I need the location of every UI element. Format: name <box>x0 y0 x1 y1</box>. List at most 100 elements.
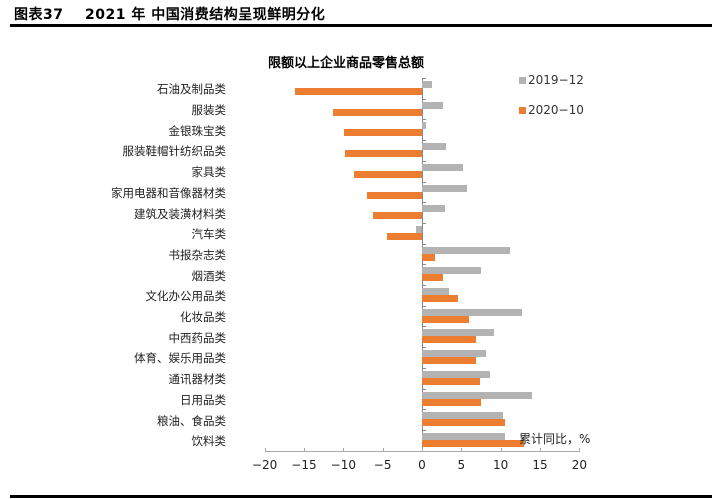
category-label: 化妆品类 <box>180 310 226 325</box>
x-tick <box>540 448 542 452</box>
x-tick <box>461 448 463 452</box>
bar-2020-10 <box>422 357 477 365</box>
x-tick <box>382 448 384 452</box>
bar-2020-10 <box>333 108 422 116</box>
bar-2019-12 <box>422 184 467 192</box>
category-label: 烟酒类 <box>191 268 227 283</box>
category-label: 建筑及装潢材料类 <box>134 206 226 221</box>
bar-2020-10 <box>422 253 436 261</box>
bar-2019-12 <box>415 225 422 233</box>
x-tick <box>303 448 305 452</box>
bar-2019-12 <box>422 246 511 254</box>
y-tick <box>422 367 426 369</box>
bar-2020-10 <box>353 170 422 178</box>
bar-2019-12 <box>422 288 449 295</box>
bar-2020-10 <box>295 88 422 95</box>
category-label: 中西药品类 <box>168 330 227 345</box>
bar-2020-10 <box>422 419 505 427</box>
y-tick <box>422 160 426 162</box>
category-label: 家用电器和音像器材类 <box>111 185 226 200</box>
x-tick-label: 10 <box>493 458 509 472</box>
category-label: 石油及制品类 <box>157 82 226 97</box>
bar-2019-12 <box>422 81 433 88</box>
bar-2019-12 <box>422 391 533 399</box>
bar-2019-12 <box>422 412 504 420</box>
bar-2020-10 <box>386 232 422 240</box>
bar-2020-10 <box>422 336 476 344</box>
bar-2019-12 <box>422 350 486 358</box>
bar-2019-12 <box>422 432 505 440</box>
y-tick <box>422 98 426 100</box>
x-tick-label: −20 <box>251 458 278 472</box>
x-tick-label: −15 <box>291 458 317 472</box>
y-tick <box>422 326 426 328</box>
bar-2020-10 <box>366 191 422 199</box>
x-tick <box>579 448 581 452</box>
y-tick <box>422 78 426 79</box>
bottom-rule <box>10 495 712 498</box>
bar-2020-10 <box>422 377 481 385</box>
category-label: 书报杂志类 <box>168 247 227 262</box>
y-tick <box>422 285 426 286</box>
y-tick <box>422 181 426 183</box>
bar-2019-12 <box>422 267 482 275</box>
category-label: 金银珠宝类 <box>168 123 227 138</box>
y-tick <box>422 243 426 245</box>
bar-2019-12 <box>422 308 522 316</box>
x-tick <box>422 448 423 452</box>
category-label: 服装鞋帽针纺织品类 <box>122 144 227 159</box>
y-tick <box>422 429 426 431</box>
legend-swatch-icon <box>519 76 526 84</box>
bar-2019-12 <box>422 205 445 213</box>
legend-swatch-icon <box>519 106 526 114</box>
bar-2019-12 <box>422 122 426 130</box>
chart-title: 限额以上企业商品零售总额 <box>268 56 425 71</box>
category-label: 饮料类 <box>191 434 227 449</box>
bar-2020-10 <box>422 274 444 282</box>
legend-item-2019: 2019−12 <box>519 73 584 87</box>
x-tick-label: 0 <box>418 458 426 472</box>
x-tick <box>264 448 266 452</box>
y-tick <box>422 119 426 121</box>
top-rule <box>10 24 712 27</box>
y-tick <box>422 388 426 390</box>
y-tick <box>422 305 426 307</box>
category-label: 文化办公用品类 <box>145 289 227 304</box>
y-tick <box>422 140 426 142</box>
bar-2020-10 <box>344 150 422 158</box>
x-tick <box>500 448 502 452</box>
bar-2019-12 <box>422 370 490 378</box>
bar-2019-12 <box>422 329 494 337</box>
bar-2020-10 <box>373 212 422 220</box>
bar-2019-12 <box>422 163 463 171</box>
category-label: 家具类 <box>191 165 227 180</box>
x-tick-label: 20 <box>571 458 588 472</box>
category-label: 体育、娱乐用品类 <box>134 351 226 366</box>
category-label: 通讯器材类 <box>168 372 227 387</box>
bar-2020-10 <box>422 295 459 302</box>
category-label: 日用品类 <box>180 392 226 407</box>
legend-label: 2019−12 <box>528 73 584 87</box>
x-tick <box>343 448 345 452</box>
x-tick-label: −10 <box>330 458 356 472</box>
y-tick <box>422 264 426 266</box>
figure-title: 图表37 2021 年 中国消费结构呈现鲜明分化 <box>14 7 326 23</box>
x-axis-unit-label: 累计同比，% <box>519 432 591 446</box>
y-tick <box>422 409 426 411</box>
bar-2020-10 <box>422 315 470 323</box>
bar-2019-12 <box>422 101 444 109</box>
y-tick <box>422 347 426 349</box>
category-label: 汽车类 <box>191 227 227 242</box>
bar-2020-10 <box>422 398 482 406</box>
legend-item-2020: 2020−10 <box>519 103 584 117</box>
y-tick <box>422 222 426 224</box>
legend-label: 2020−10 <box>528 103 584 117</box>
category-label: 服装类 <box>191 103 227 118</box>
category-label: 粮油、食品类 <box>157 413 226 428</box>
bar-2020-10 <box>422 439 524 447</box>
x-tick-label: 5 <box>457 458 466 472</box>
y-tick <box>422 202 426 204</box>
bar-2020-10 <box>344 129 422 137</box>
x-tick-label: −5 <box>373 458 392 472</box>
x-tick-label: 15 <box>532 458 548 472</box>
